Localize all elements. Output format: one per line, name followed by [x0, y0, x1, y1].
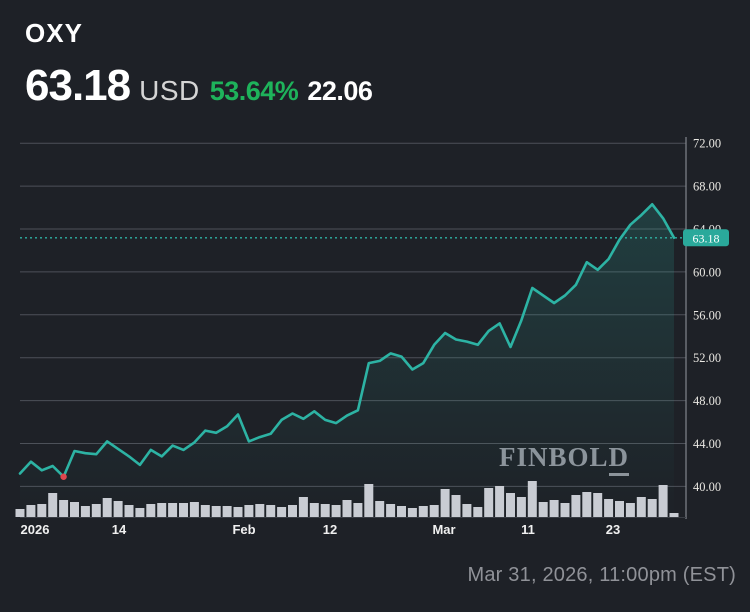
volume-bar	[593, 493, 603, 517]
volume-bar	[407, 508, 417, 517]
volume-bar	[625, 503, 635, 517]
volume-bar	[549, 500, 559, 517]
volume-bar	[440, 489, 450, 517]
volume-bar	[375, 501, 385, 517]
x-axis-label: 12	[323, 522, 337, 537]
x-axis-label: Mar	[432, 522, 455, 537]
volume-bar	[80, 506, 90, 517]
volume-bar	[91, 504, 101, 517]
volume-bar	[397, 506, 406, 517]
volume-bar	[451, 495, 461, 517]
volume-bar	[233, 507, 243, 517]
volume-bar	[288, 505, 297, 517]
volume-bar	[418, 506, 428, 517]
volume-bar	[200, 505, 210, 517]
volume-bar	[506, 493, 515, 517]
volume-bar	[571, 495, 581, 517]
y-axis-label: 72.00	[693, 137, 721, 151]
volume-bar	[26, 505, 36, 517]
volume-bar	[669, 513, 679, 517]
volume-bar	[473, 507, 483, 517]
volume-bar	[320, 504, 330, 517]
volume-bar	[342, 500, 352, 517]
volume-bar	[102, 498, 112, 517]
volume-bar	[168, 503, 178, 517]
volume-bar	[495, 486, 505, 517]
x-axis-label: 23	[606, 522, 620, 537]
volume-bar	[113, 501, 123, 517]
volume-bar	[298, 497, 308, 517]
volume-bar	[15, 509, 25, 517]
volume-bar	[277, 507, 287, 517]
volume-bar	[527, 481, 537, 517]
volume-bar	[211, 506, 221, 517]
low-marker-dot	[60, 473, 67, 480]
price-line	[18, 203, 676, 479]
volume-bar	[560, 503, 570, 517]
current-price-badge-label: 63.18	[693, 231, 720, 245]
x-axis-label: Feb	[232, 522, 255, 537]
volume-bar	[636, 497, 646, 517]
volume-bar	[266, 505, 276, 517]
volume-bar	[615, 501, 624, 517]
volume-bar	[37, 504, 47, 517]
price-row: 63.18 USD 53.64% 22.06	[25, 61, 373, 111]
y-axis-label: 68.00	[693, 180, 721, 194]
volume-bar	[516, 497, 526, 517]
volume-bar	[179, 503, 188, 517]
volume-bar	[70, 502, 79, 517]
x-axis-label: 2026	[21, 522, 50, 537]
price-area-fill	[20, 204, 674, 518]
timestamp: Mar 31, 2026, 11:00pm (EST)	[467, 564, 736, 586]
volume-bar	[658, 485, 668, 517]
volume-bar	[582, 492, 592, 517]
volume-bar	[189, 502, 199, 517]
volume-bar	[146, 504, 156, 517]
volume-bar	[124, 505, 134, 517]
volume-bar	[255, 504, 265, 517]
volume-bar	[364, 484, 374, 517]
volume-bar	[157, 503, 167, 517]
volume-bar	[353, 503, 363, 517]
volume-bar	[604, 499, 614, 517]
price-change-percent: 53.64%	[209, 76, 299, 106]
y-axis-label: 40.00	[693, 480, 721, 494]
current-price-badge	[683, 229, 729, 247]
x-axis-label: 14	[112, 522, 127, 537]
volume-bar	[538, 502, 548, 517]
ticker-symbol: OXY	[25, 18, 83, 48]
price-value: 63.18	[25, 61, 131, 110]
volume-bar	[309, 503, 319, 517]
volume-bar	[48, 493, 58, 517]
y-axis-label: 52.00	[693, 351, 721, 365]
volume-bar	[462, 504, 472, 517]
volume-bar	[135, 508, 145, 517]
y-axis-label: 44.00	[693, 437, 721, 451]
volume-bar	[59, 500, 69, 517]
stock-header: OXY 63.18 USD 53.64% 22.06	[25, 18, 373, 111]
y-axis-label: 60.00	[693, 265, 721, 279]
volume-bar	[244, 505, 254, 517]
price-change-absolute: 22.06	[307, 76, 373, 106]
volume-bar	[484, 488, 494, 517]
x-axis-label: 11	[521, 522, 535, 537]
volume-bar	[386, 504, 396, 517]
volume-bar	[429, 505, 439, 517]
volume-bar	[647, 499, 657, 517]
price-currency: USD	[139, 75, 200, 106]
y-axis-label: 48.00	[693, 394, 721, 408]
volume-bar	[222, 506, 232, 517]
y-axis-label: 56.00	[693, 308, 721, 322]
volume-bar	[331, 505, 341, 517]
